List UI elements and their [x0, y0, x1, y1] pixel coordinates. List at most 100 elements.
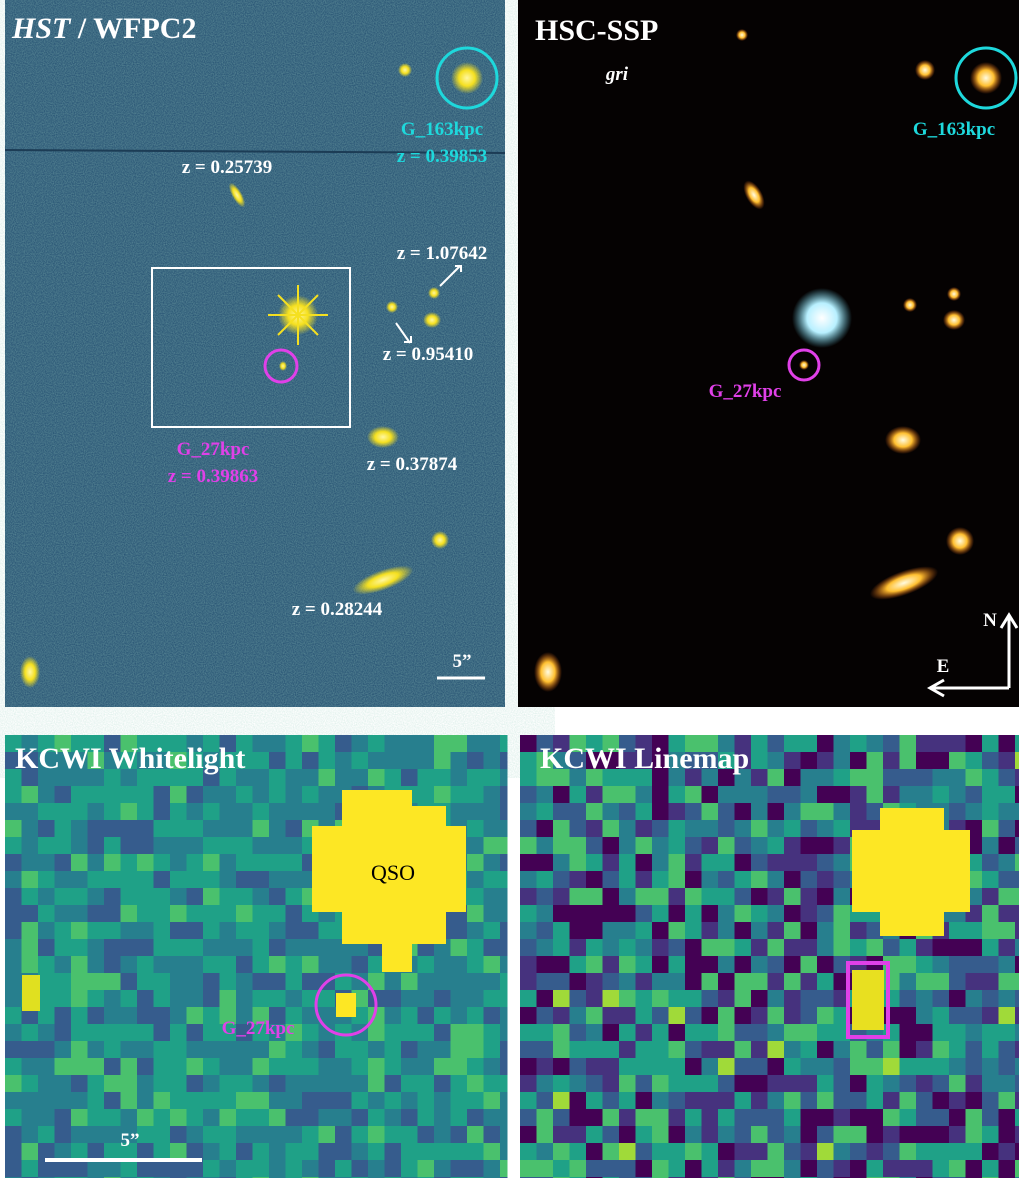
- marker-circle: [435, 46, 499, 110]
- pixel: [1015, 1024, 1019, 1042]
- pixel: [833, 837, 851, 855]
- pixel: [784, 1041, 801, 1059]
- pixel: [219, 1092, 237, 1110]
- pixel: [965, 769, 983, 787]
- pixel: [302, 973, 319, 991]
- pixel: [817, 1092, 834, 1110]
- pixel: [335, 1092, 352, 1110]
- pixel: [536, 1092, 554, 1110]
- pixel: [685, 922, 702, 940]
- pixel: [553, 1041, 570, 1059]
- pixel: [536, 888, 554, 906]
- pixel: [520, 1075, 537, 1093]
- pixel: [368, 1075, 385, 1093]
- pixel: [718, 1075, 735, 1093]
- pixel: [38, 803, 55, 821]
- pixel: [998, 769, 1016, 787]
- pixel: [269, 769, 286, 787]
- pixel: [751, 1092, 768, 1110]
- pixel: [186, 803, 204, 821]
- pixel: [586, 769, 603, 787]
- pixel: [269, 1075, 286, 1093]
- pixel: [965, 956, 983, 974]
- pixel: [302, 752, 319, 770]
- panel-title: HSC-SSP: [535, 14, 658, 47]
- pixel: [87, 837, 105, 855]
- pixel: [784, 1092, 801, 1110]
- pixel: [483, 854, 501, 872]
- pixel: [734, 871, 752, 889]
- pixel: [784, 973, 801, 991]
- pixel: [203, 1075, 220, 1093]
- label: z = 0.39853: [397, 146, 488, 167]
- pixel: [949, 803, 966, 821]
- pixel: [170, 973, 187, 991]
- pixel: [586, 1075, 603, 1093]
- pixel: [701, 1041, 719, 1059]
- pixel: [536, 973, 554, 991]
- pixel: [751, 1058, 768, 1076]
- pixel: [500, 752, 508, 770]
- pixel: [553, 888, 570, 906]
- pixel: [269, 1092, 286, 1110]
- pixel: [483, 905, 501, 923]
- pixel: [817, 820, 834, 838]
- pixel: [949, 752, 966, 770]
- pixel: [120, 786, 138, 804]
- pixel: [899, 973, 917, 991]
- pixel: [467, 1024, 484, 1042]
- pixel: [1015, 1007, 1019, 1025]
- pixel: [467, 922, 484, 940]
- pixel: [186, 973, 204, 991]
- pixel: [21, 1109, 39, 1127]
- pixel: [384, 973, 402, 991]
- pixel: [767, 888, 785, 906]
- pixel: [384, 752, 402, 770]
- pixel: [500, 786, 508, 804]
- diffraction-spikes: [268, 285, 328, 345]
- pixel: [965, 1143, 983, 1161]
- pixel: [734, 1041, 752, 1059]
- pixel: [536, 769, 554, 787]
- pixel: [219, 871, 237, 889]
- pixel: [368, 1109, 385, 1127]
- pixel: [153, 803, 171, 821]
- pixel: [153, 1143, 171, 1161]
- pixel: [5, 786, 22, 804]
- pixel: [170, 820, 187, 838]
- pixel: [800, 956, 818, 974]
- pixel: [54, 1041, 72, 1059]
- pixel: [434, 1126, 451, 1144]
- pixel: [219, 1160, 237, 1178]
- pixel: [536, 1075, 554, 1093]
- pixel: [635, 803, 653, 821]
- pixel: [318, 1160, 336, 1178]
- pixel: [335, 1075, 352, 1093]
- pixel: [602, 905, 620, 923]
- pixel: [1015, 837, 1019, 855]
- pixel: [401, 1143, 418, 1161]
- pixel: [602, 1058, 620, 1076]
- pixel: [668, 1160, 686, 1178]
- pixel: [54, 803, 72, 821]
- pixel: [784, 905, 801, 923]
- pixel: [850, 939, 867, 957]
- pixel: [536, 786, 554, 804]
- pixel: [21, 752, 39, 770]
- pixel: [850, 922, 867, 940]
- pixel: [800, 871, 818, 889]
- pixel: [767, 735, 785, 753]
- galaxy: [398, 63, 412, 77]
- pixel: [252, 752, 270, 770]
- pixel: [5, 854, 22, 872]
- pixel: [932, 769, 950, 787]
- pixel: [54, 1092, 72, 1110]
- pixel: [718, 752, 735, 770]
- pixel: [833, 1058, 851, 1076]
- pixel: [186, 786, 204, 804]
- pixel: [916, 1092, 933, 1110]
- compass-label: E: [937, 656, 950, 677]
- label: G_163kpc: [913, 119, 995, 140]
- pixel: [553, 1007, 570, 1025]
- galaxy: [423, 312, 441, 328]
